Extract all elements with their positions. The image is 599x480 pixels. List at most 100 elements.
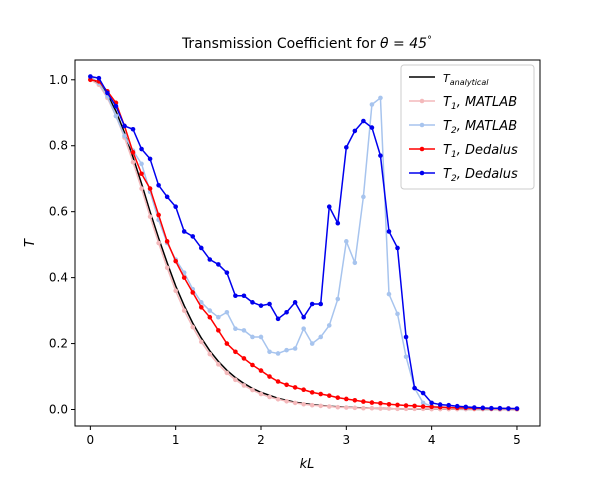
x-tick-label: 3: [343, 433, 351, 447]
series-1-point: [352, 405, 358, 411]
legend-label: T2, MATLAB: [443, 119, 517, 136]
series-4-point: [173, 204, 178, 210]
legend-label-main: T: [443, 167, 452, 182]
series-2-point: [216, 314, 221, 320]
series-2-point: [309, 341, 315, 346]
series-3-point: [361, 399, 366, 404]
series-2-point: [344, 239, 349, 244]
x-tick-label: 1: [172, 433, 180, 447]
series-4-point: [139, 146, 144, 152]
series-2-point: [250, 334, 255, 340]
series-4-point: [122, 123, 127, 129]
series-4-point: [250, 300, 255, 305]
series-2-point: [139, 161, 144, 167]
series-1-point: [292, 400, 298, 406]
series-2-point: [284, 347, 289, 353]
series-1-point: [139, 186, 144, 191]
series-1-point: [181, 308, 187, 313]
series-4-point: [361, 118, 366, 124]
legend-label-subscript: analytical: [450, 78, 489, 87]
y-tick-label: 0.6: [49, 205, 68, 219]
series-4-point: [335, 220, 341, 226]
series-3-point: [267, 374, 272, 379]
series-3-point: [386, 401, 392, 407]
y-axis-label: T: [23, 238, 38, 247]
chart-title-symbol: θ = 45: [380, 36, 427, 52]
series-4-point: [420, 390, 426, 396]
series-1-point: [326, 404, 332, 409]
series-1-point: [369, 405, 375, 411]
series-3-point: [224, 341, 230, 346]
series-4-point: [96, 75, 102, 81]
series-3-point: [216, 328, 221, 333]
series-1-point: [309, 402, 315, 408]
series-4-point: [412, 385, 417, 391]
series-3-point: [412, 403, 417, 409]
series-4-point: [233, 293, 238, 299]
series-4-point: [489, 405, 494, 411]
x-tick-label: 4: [428, 433, 436, 447]
series-2-point: [267, 349, 272, 355]
legend-label: T2, Dedalus: [443, 167, 518, 184]
series-1-point: [156, 240, 161, 246]
series-4-point: [216, 262, 221, 267]
series-1-point: [335, 404, 341, 410]
series-4-point: [181, 229, 187, 234]
series-4-point: [292, 300, 298, 305]
series-4-point: [224, 270, 230, 275]
series-4-point: [88, 74, 93, 79]
series-3-point: [344, 396, 349, 402]
series-3-point: [173, 258, 178, 264]
legend-label-rest: , Dedalus: [457, 167, 518, 182]
legend-label-subscript: 1: [451, 102, 457, 112]
series-3-point: [233, 349, 238, 355]
series-4-point: [164, 194, 170, 200]
series-4-point: [429, 400, 434, 406]
legend-label-main: T: [443, 72, 451, 85]
series-1-point: [258, 391, 264, 397]
series-3-point: [250, 362, 255, 368]
series-3-point: [335, 395, 341, 400]
y-tick-label: 1.0: [49, 73, 68, 87]
series-2-point: [386, 291, 392, 297]
legend-swatch-marker: [419, 122, 425, 128]
series-4-point: [344, 145, 349, 150]
legend-label-rest: , MATLAB: [457, 119, 518, 134]
series-1-point: [301, 401, 306, 407]
series-1-point: [130, 159, 136, 165]
series-2-point: [275, 351, 281, 356]
series-1-point: [241, 383, 247, 388]
series-4-point: [480, 405, 486, 411]
legend-swatch-marker: [419, 146, 425, 152]
series-1-point: [198, 339, 204, 345]
legend-label-main: T: [443, 143, 452, 158]
x-axis-label: kL: [300, 457, 315, 472]
series-1-point: [173, 288, 178, 294]
series-1-point: [275, 396, 281, 402]
legend-label-rest: , MATLAB: [457, 95, 518, 110]
series-4-point: [258, 303, 264, 308]
series-4-point: [352, 128, 358, 134]
x-tick-label: 5: [513, 433, 521, 447]
series-4-point: [514, 406, 520, 411]
series-3-point: [429, 404, 434, 410]
series-3-point: [326, 393, 332, 398]
series-group: [88, 74, 520, 412]
series-4-point: [156, 183, 161, 188]
series-4-point: [446, 402, 452, 408]
plot-area: [88, 74, 520, 412]
series-2-point: [318, 334, 324, 340]
legend-label-subscript: 2: [451, 126, 457, 136]
series-3-point: [156, 212, 161, 218]
series-3-point: [190, 290, 196, 295]
legend-label-main: T: [443, 119, 452, 134]
series-3-point: [318, 391, 324, 397]
y-tick-label: 0.2: [49, 337, 68, 351]
series-2-point: [113, 113, 119, 119]
series-1-point: [267, 394, 272, 400]
series-1-point: [147, 214, 153, 219]
series-4-point: [147, 156, 153, 162]
x-tick-label: 2: [257, 433, 265, 447]
series-3-point: [378, 400, 383, 406]
series-4-point: [301, 314, 306, 320]
